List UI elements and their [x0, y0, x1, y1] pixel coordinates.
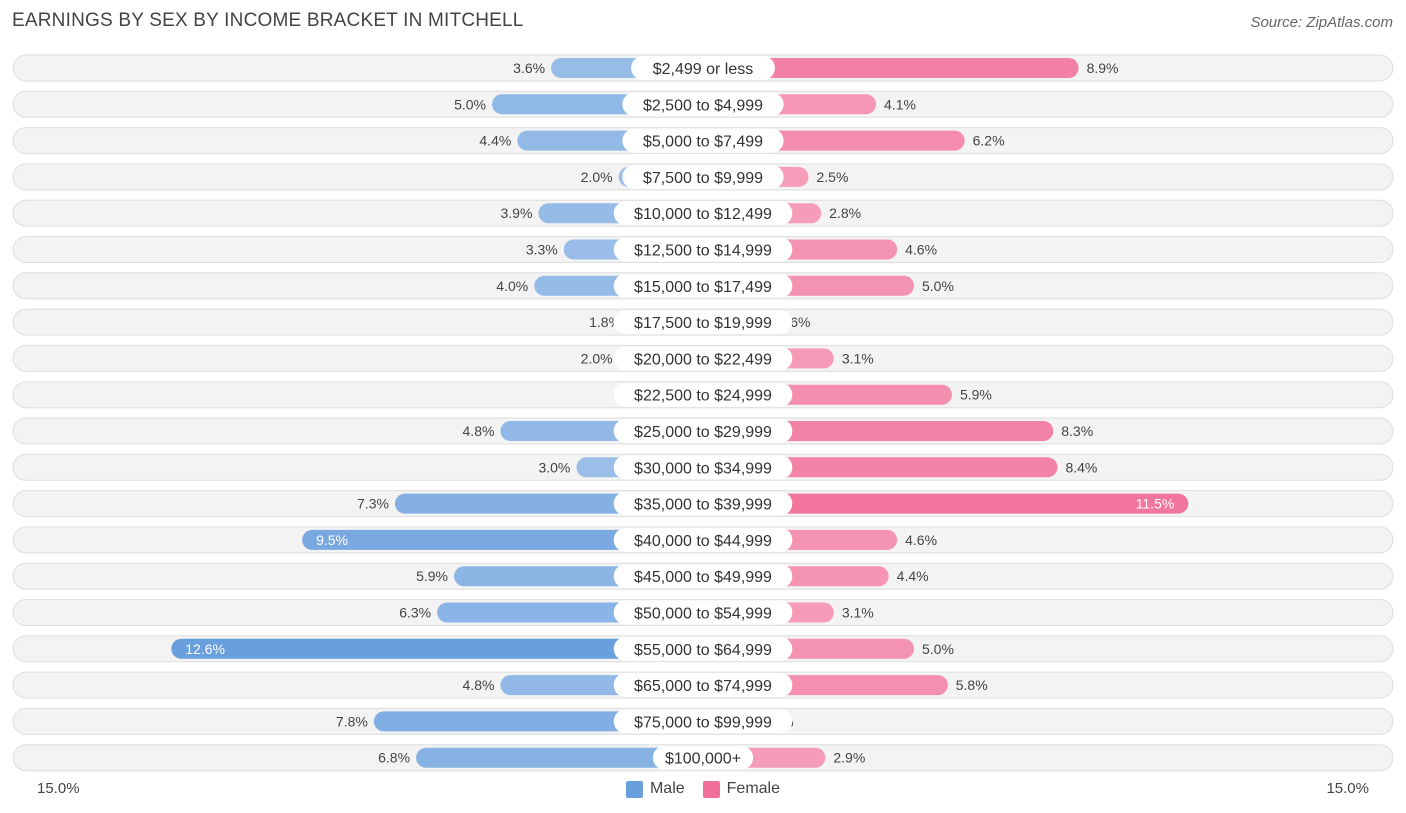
category-label: $50,000 to $54,999: [634, 606, 772, 623]
category-pill: [613, 491, 793, 516]
category-label: $7,500 to $9,999: [643, 170, 763, 187]
category-pill: [622, 128, 784, 153]
female-value-label: 6.2%: [973, 133, 1005, 149]
category-pill: [613, 709, 793, 734]
female-value-label: 4.4%: [897, 568, 929, 584]
female-value-label: 5.8%: [956, 677, 988, 693]
category-pill: [613, 527, 793, 552]
legend-swatch-female: [702, 780, 720, 798]
category-pill: [613, 419, 793, 443]
female-value-label: 8.9%: [1087, 60, 1119, 76]
male-value-label: 7.3%: [357, 496, 389, 512]
male-value-label: 12.6%: [185, 641, 225, 657]
female-value-label: 4.6%: [905, 242, 937, 258]
male-value-label: 4.8%: [463, 423, 495, 439]
category-pill: [613, 310, 793, 335]
category-pill: [631, 56, 775, 80]
male-value-label: 1.8%: [589, 314, 621, 330]
category-label: $5,000 to $7,499: [643, 134, 763, 151]
male-value-label: 9.5%: [316, 532, 348, 548]
legend: Male Female: [0, 779, 1406, 799]
category-label: $20,000 to $22,499: [634, 351, 772, 368]
category-label: $55,000 to $64,999: [634, 642, 772, 659]
male-bar: [302, 529, 703, 550]
male-value-label: 4.0%: [496, 278, 528, 294]
category-pill: [652, 745, 754, 770]
male-value-label: 4.4%: [479, 133, 511, 149]
category-pill: [613, 673, 793, 698]
female-bar: [703, 58, 1079, 78]
male-value-label: 5.0%: [454, 96, 486, 112]
female-value-label: 8.3%: [1061, 423, 1093, 439]
male-value-label: 7.8%: [336, 713, 368, 729]
male-value-label: 6.3%: [399, 605, 431, 621]
male-value-label: 6.8%: [378, 750, 410, 766]
female-value-label: 11.5%: [1136, 496, 1175, 512]
category-pill: [622, 92, 784, 117]
female-value-label: 4.6%: [905, 532, 937, 548]
legend-label-male: Male: [649, 780, 685, 797]
chart-title: EARNINGS BY SEX BY INCOME BRACKET IN MIT…: [12, 10, 524, 31]
male-bar: [171, 638, 703, 659]
category-pill: [613, 237, 793, 262]
category-label: $65,000 to $74,999: [634, 678, 772, 695]
female-value-label: 8.4%: [1065, 459, 1097, 475]
category-label: $17,500 to $19,999: [634, 315, 772, 332]
female-value-label: 4.1%: [884, 96, 916, 112]
category-label: $25,000 to $29,999: [634, 424, 772, 441]
category-label: $30,000 to $34,999: [634, 460, 772, 477]
category-label: $100,000+: [665, 751, 741, 768]
female-bar: [703, 493, 1189, 514]
category-label: $12,500 to $14,999: [634, 243, 772, 260]
axis-min-label: 15.0%: [37, 780, 80, 797]
female-value-label: 2.9%: [833, 750, 865, 766]
female-value-label: 5.0%: [922, 278, 954, 294]
male-value-label: 3.6%: [513, 60, 545, 76]
category-label: $10,000 to $12,499: [634, 206, 772, 223]
category-pill: [613, 600, 793, 625]
legend-item-male[interactable]: Male: [625, 780, 685, 798]
category-label: $40,000 to $44,999: [634, 533, 772, 550]
female-value-label: 3.1%: [842, 605, 874, 621]
category-pill: [622, 164, 784, 189]
male-value-label: 3.0%: [538, 459, 570, 475]
female-value-label: 3.1%: [842, 350, 874, 366]
category-label: $22,500 to $24,999: [634, 388, 772, 405]
male-value-label: 4.8%: [463, 677, 495, 693]
female-value-label: 5.0%: [922, 641, 954, 657]
male-value-label: 3.3%: [526, 242, 558, 258]
category-pill: [613, 636, 793, 661]
female-value-label: 2.8%: [829, 205, 861, 221]
category-pill: [613, 455, 793, 480]
female-bar: [703, 457, 1058, 478]
legend-swatch-male: [625, 780, 643, 798]
chart-source: Source: ZipAtlas.com: [1250, 14, 1393, 31]
category-label: $45,000 to $49,999: [634, 569, 772, 586]
female-value-label: 2.5%: [817, 169, 849, 185]
category-label: $2,499 or less: [653, 61, 754, 78]
male-value-label: 5.9%: [416, 568, 448, 584]
axis-max-label: 15.0%: [1326, 780, 1369, 797]
category-label: $35,000 to $39,999: [634, 497, 772, 514]
category-pill: [613, 382, 793, 407]
category-pill: [613, 201, 793, 226]
male-value-label: 3.9%: [500, 205, 532, 221]
category-pill: [613, 273, 793, 298]
category-pill: [613, 346, 793, 371]
legend-label-female: Female: [726, 780, 781, 797]
category-label: $2,500 to $4,999: [643, 97, 763, 114]
female-value-label: 5.9%: [960, 387, 992, 403]
category-label: $75,000 to $99,999: [634, 714, 772, 731]
legend-item-female[interactable]: Female: [702, 780, 781, 798]
category-pill: [613, 564, 793, 589]
male-bar: [416, 747, 703, 768]
male-value-label: 2.0%: [581, 169, 613, 185]
category-label: $15,000 to $17,499: [634, 279, 772, 296]
male-value-label: 2.0%: [581, 350, 613, 366]
